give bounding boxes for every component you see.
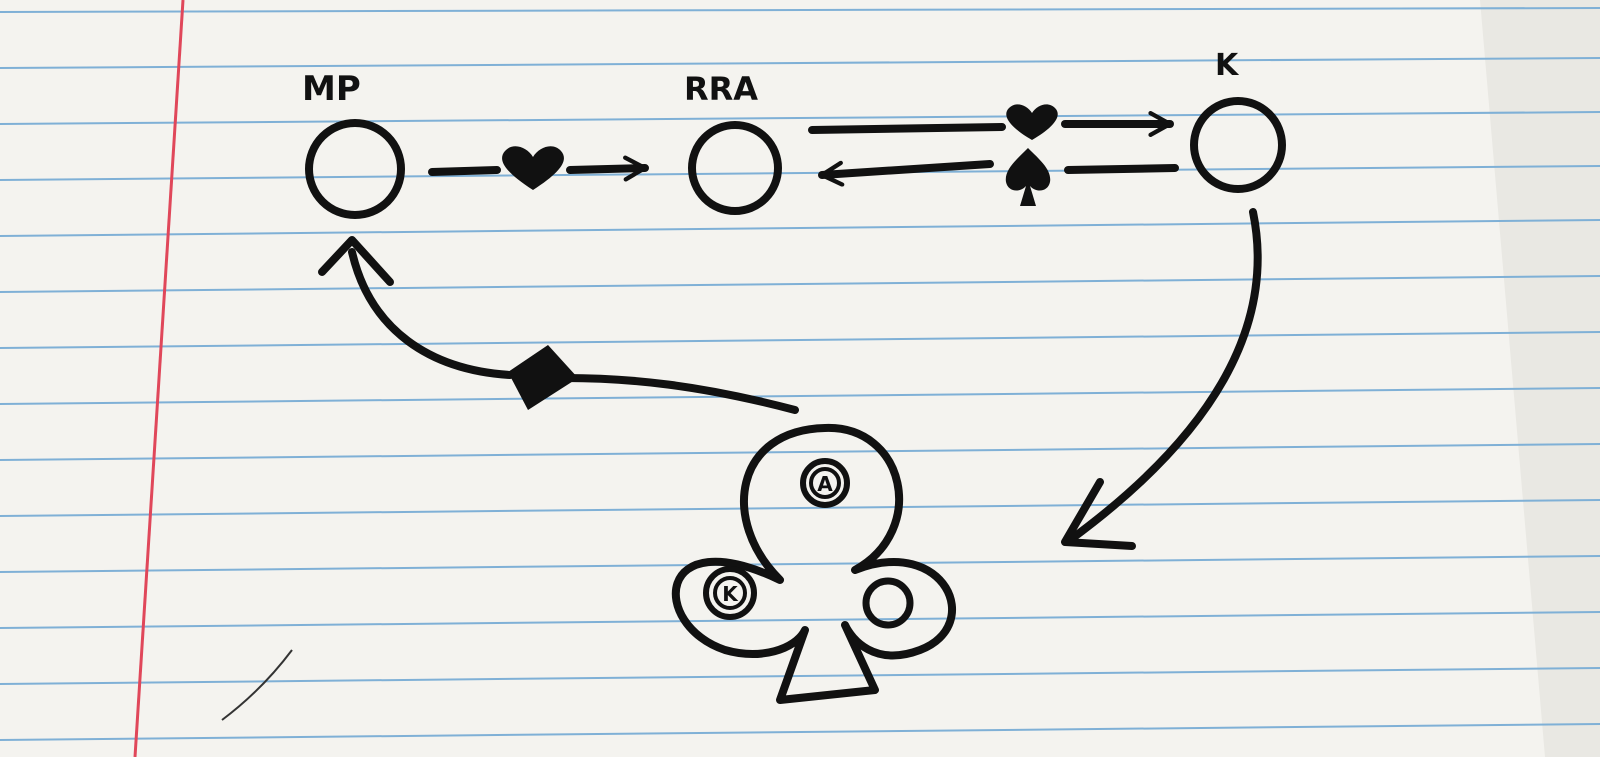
edge-mp-rra-arrow — [566, 155, 649, 182]
rule-line — [0, 387, 1600, 405]
margin-line — [133, 0, 185, 757]
rule-line — [0, 57, 1600, 69]
club-circle-top — [800, 458, 850, 508]
node-mp-circle — [305, 119, 405, 219]
edge-club-mp-curve-a — [561, 374, 799, 414]
rule-line — [0, 611, 1600, 629]
edge-k-club-curve — [1066, 208, 1262, 544]
edge-mp-rra-heart-icon — [502, 146, 564, 190]
node-rra-circle — [688, 121, 782, 215]
rule-line — [0, 443, 1600, 461]
edge-rra-k-line — [808, 123, 1006, 134]
club-circle-left — [703, 566, 757, 620]
edge-k-rra-spade-icon — [1005, 148, 1051, 206]
edge-mp-rra-line — [428, 166, 501, 176]
club-circle-right — [862, 577, 914, 629]
rule-line — [0, 499, 1600, 517]
rule-line — [0, 165, 1600, 181]
edge-k-rra-arrow — [818, 160, 994, 187]
node-mp-label: MP — [302, 69, 361, 109]
edge-club-mp-arrowhead — [318, 236, 394, 286]
club-circle-left-label: K — [722, 582, 739, 606]
club-circle-top-label: A — [817, 472, 833, 496]
pen-mark — [221, 649, 293, 721]
edge-club-mp-diamond-icon — [508, 345, 578, 410]
club-circle-top-inner — [809, 467, 841, 499]
club-hub-outline — [671, 423, 956, 704]
node-k-label: K — [1215, 48, 1240, 83]
rule-line — [0, 723, 1600, 741]
rule-line — [0, 7, 1600, 13]
rule-line — [0, 219, 1600, 237]
edge-k-rra-line — [1064, 164, 1179, 174]
rule-line — [0, 555, 1600, 573]
edge-rra-k-heart-icon — [1006, 104, 1058, 140]
edge-club-mp-curve-b — [348, 248, 514, 379]
node-k-circle — [1190, 97, 1286, 193]
node-rra-label: RRA — [684, 70, 758, 108]
edge-k-club-arrowhead — [1061, 478, 1136, 550]
rule-line — [0, 331, 1600, 349]
club-circle-left-inner — [713, 576, 747, 610]
rule-line — [0, 275, 1600, 293]
page-edge — [1480, 0, 1600, 757]
rule-line — [0, 111, 1600, 125]
